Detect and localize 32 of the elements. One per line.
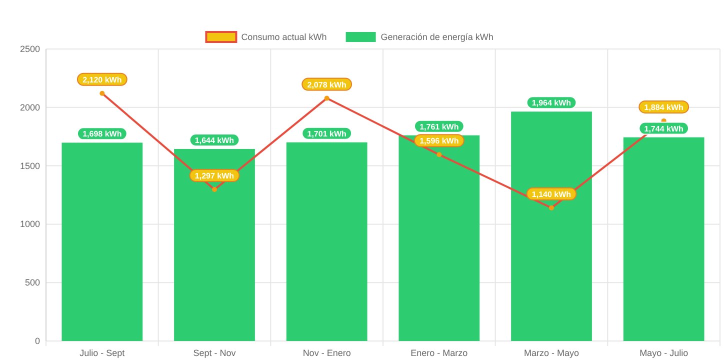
x-tick-label: Marzo - Mayo — [524, 348, 580, 358]
bar — [174, 148, 255, 341]
y-tick-label: 0 — [34, 336, 40, 346]
legend-label: Consumo actual kWh — [241, 32, 327, 42]
data-label: 1,701 kWh — [307, 129, 347, 138]
x-tick-label: Mayo - Julio — [640, 348, 688, 358]
data-label: 2,120 kWh — [82, 75, 122, 84]
bar — [511, 112, 592, 341]
bar — [62, 142, 143, 341]
y-tick-label: 2500 — [20, 44, 40, 54]
bar — [398, 135, 480, 341]
data-label: 1,297 kWh — [194, 172, 234, 181]
y-tick-label: 500 — [24, 278, 40, 288]
y-tick-label: 1500 — [20, 160, 40, 171]
y-tick-label: 1000 — [20, 219, 40, 230]
data-label: 1,744 kWh — [644, 124, 684, 134]
data-label: 1,964 kWh — [532, 98, 572, 108]
x-tick-label: Nov - Enero — [302, 348, 351, 358]
bar — [623, 137, 704, 341]
x-tick-label: Sept - Nov — [193, 348, 236, 358]
x-tick-label: Julio - Sept — [80, 348, 126, 358]
data-label: 1,884 kWh — [644, 102, 684, 112]
data-label: 2,078 kWh — [307, 80, 347, 90]
legend-label: Generación de energía kWh — [380, 32, 494, 42]
y-tick-label: 2000 — [20, 102, 40, 112]
data-label: 1,698 kWh — [82, 130, 122, 139]
data-label: 1,644 kWh — [194, 136, 234, 145]
data-label: 1,140 kWh — [532, 190, 572, 199]
data-label: 1,761 kWh — [420, 122, 459, 132]
data-label: 1,596 kWh — [420, 136, 459, 146]
bar — [286, 142, 368, 341]
x-tick-label: Enero - Marzo — [410, 348, 468, 358]
